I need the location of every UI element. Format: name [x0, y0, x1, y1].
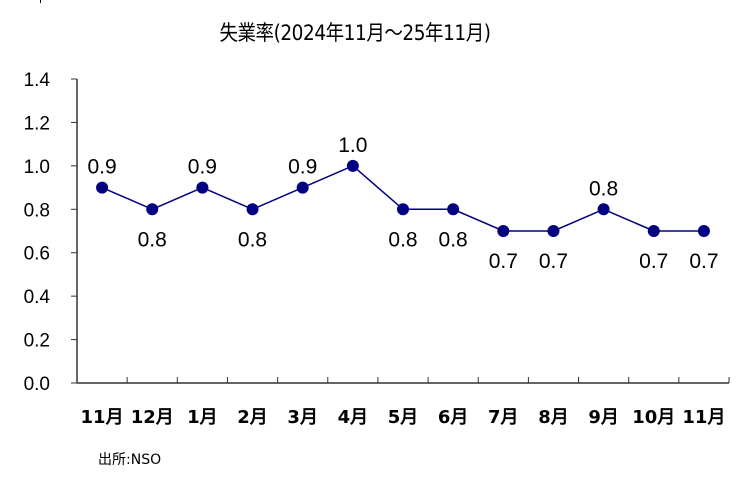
axes: [76, 79, 729, 384]
x-axis-ticks: 11月 12月 1月 2月 3月 4月 5月 6月 7月 8月 9月 10月 11月: [81, 377, 730, 428]
y-tick-label: 1.0: [24, 157, 50, 178]
x-tick-label: 5月: [388, 407, 419, 428]
data-point-marker: [196, 181, 209, 194]
series-line: [96, 159, 710, 237]
corner-mark: [40, 0, 41, 3]
y-tick-label: 1.4: [24, 70, 51, 91]
chart-title: 失業率(2024年11月～25年11月): [219, 21, 491, 45]
data-point-marker: [647, 225, 660, 237]
data-point-marker: [246, 203, 259, 216]
data-labels: 0.9 0.8 0.9 0.8 0.9 1.0 0.8 0.8 0.7 0.7 0.8 0.7 0.7: [87, 134, 718, 273]
x-tick-label: 2月: [237, 407, 268, 428]
data-point-marker: [397, 203, 409, 216]
y-axis-ticks: 0.0 0.2 0.4 0.6 0.8 1.0 1.2 1.4: [24, 70, 77, 395]
x-tick-label: 1月: [187, 407, 218, 428]
x-tick-label: 9月: [588, 407, 619, 428]
x-tick-label: 8月: [538, 407, 569, 428]
data-label: 0.8: [238, 228, 267, 251]
x-tick-label: 7月: [488, 407, 519, 428]
y-tick-label: 0.2: [24, 331, 50, 352]
data-point-marker: [497, 225, 510, 237]
data-point-marker: [547, 225, 560, 237]
data-point-marker: [346, 159, 359, 172]
data-label: 0.7: [689, 250, 718, 273]
data-label: 0.9: [87, 156, 116, 179]
data-label: 0.8: [138, 228, 167, 251]
x-tick-label: 11月: [81, 407, 124, 428]
x-tick-label: 11月: [682, 407, 725, 428]
x-tick-label: 4月: [338, 407, 369, 428]
y-tick-label: 1.2: [24, 113, 50, 134]
y-tick-label: 0.4: [24, 287, 51, 308]
x-tick-label: 10月: [632, 407, 675, 428]
data-label: 0.8: [589, 177, 618, 200]
data-point-marker: [597, 203, 610, 216]
data-label: 1.0: [338, 134, 367, 157]
y-tick-label: 0.0: [24, 374, 50, 395]
y-tick-label: 0.8: [24, 200, 50, 221]
data-point-marker: [447, 203, 460, 216]
x-tick-label: 3月: [287, 407, 318, 428]
data-point-marker: [697, 225, 710, 237]
data-label: 0.8: [388, 228, 417, 251]
source-note: 出所:NSO: [98, 452, 162, 468]
data-point-marker: [96, 181, 109, 194]
data-label: 0.9: [188, 156, 217, 179]
data-label: 0.7: [539, 250, 568, 273]
data-point-marker: [296, 181, 309, 194]
x-tick-label: 6月: [438, 407, 469, 428]
data-label: 0.8: [439, 228, 468, 251]
data-label: 0.7: [639, 250, 668, 273]
y-tick-label: 0.6: [24, 244, 50, 265]
data-label: 0.7: [489, 250, 518, 273]
x-tick-label: 12月: [131, 407, 174, 428]
data-point-marker: [146, 203, 159, 216]
data-label: 0.9: [288, 156, 317, 179]
